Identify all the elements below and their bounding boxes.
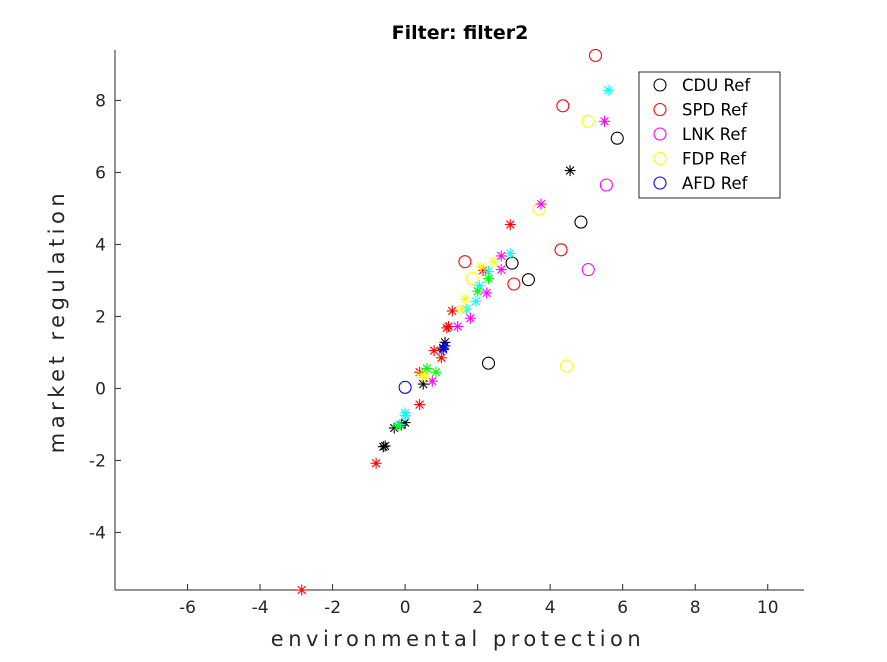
data-point-star [475,261,487,273]
data-point-circle [465,272,479,286]
data-point-circle [574,215,588,229]
data-point-star [495,264,507,276]
x-tick-label: -2 [324,598,341,618]
data-point-star [437,344,449,356]
data-point-star [417,378,429,390]
data-point-circle [581,263,595,277]
data-point-star [421,363,433,375]
data-point-star [564,165,576,177]
legend-label: SPD Ref [682,101,748,120]
x-tick-label: 2 [472,598,483,618]
data-point-star [377,441,389,453]
x-tick-label: 0 [400,598,411,618]
data-point-star [459,293,471,305]
data-point-circle [588,48,603,62]
data-point-circle [610,131,624,145]
data-point-star [414,399,426,411]
axes [114,50,804,591]
data-point-circle [507,277,521,291]
data-point-circle [556,99,570,113]
data-point-star [443,320,455,332]
data-point-star [481,287,493,299]
y-tick-label: 8 [95,91,106,111]
y-tick-label: -4 [89,523,106,543]
x-tick-label: 6 [617,598,628,618]
data-point-circle [559,359,574,373]
data-point-circle [581,114,595,128]
data-point-star [426,375,438,387]
y-tick-label: -2 [89,451,106,471]
x-tick-label: -6 [179,598,196,618]
data-point-star [428,345,440,357]
data-point-star [399,409,411,421]
data-point-star [370,457,382,469]
legend-marker [653,102,667,117]
data-point-star [419,372,431,384]
legend-label: FDP Ref [682,150,747,169]
data-point-circle [458,255,472,269]
legend-marker [653,78,667,92]
data-point-star [452,320,464,332]
data-point-star [504,247,516,259]
legend-label: CDU Ref [682,76,751,95]
data-point-star [470,295,482,307]
data-point-star [392,420,404,432]
y-tick-label: 6 [95,163,106,183]
data-point-star [435,352,447,364]
x-tick-label: 4 [545,598,556,618]
data-point-star [488,256,500,268]
data-point-star [455,303,467,315]
x-ticks: -6 -4 -2 0 2 4 6 8 10 [179,584,779,618]
data-point-circle [398,380,412,394]
y-tick-label: 4 [95,235,106,255]
data-point-circle [532,202,546,216]
data-point-star [602,84,614,96]
data-point-star [296,584,308,596]
y-tick-label: 0 [95,379,106,399]
data-point-circle [481,356,496,370]
x-tick-label: 8 [690,598,701,618]
legend: CDU Ref SPD Ref LNK Ref FDP Ref AFD Ref [638,71,781,199]
data-point-star [495,250,507,262]
x-tick-label: -4 [252,598,269,618]
legend-label: AFD Ref [682,174,749,193]
y-axis-label: market regulation [45,189,69,453]
data-point-circle [505,256,519,270]
data-point-star [446,305,458,317]
data-point-star [599,115,611,127]
data-point-star [483,273,495,285]
data-point-circle [521,273,535,287]
data-points [296,48,624,596]
chart-title: Filter: filter2 [392,22,529,44]
data-point-circle [599,178,613,192]
legend-label: LNK Ref [682,125,747,144]
legend-marker [653,176,667,190]
x-axis-label: environmental protection [271,627,645,651]
y-tick-label: 2 [95,307,106,327]
legend-marker [653,151,667,166]
data-point-star [379,440,391,452]
x-tick-label: 10 [757,598,779,618]
data-point-circle [554,243,568,257]
data-point-star [504,219,516,231]
legend-marker [653,127,667,141]
data-point-star [430,366,442,378]
y-ticks: -4 -2 0 2 4 6 8 [89,91,121,543]
data-point-star [535,198,547,210]
data-point-star [472,285,484,297]
data-point-star [464,312,476,324]
